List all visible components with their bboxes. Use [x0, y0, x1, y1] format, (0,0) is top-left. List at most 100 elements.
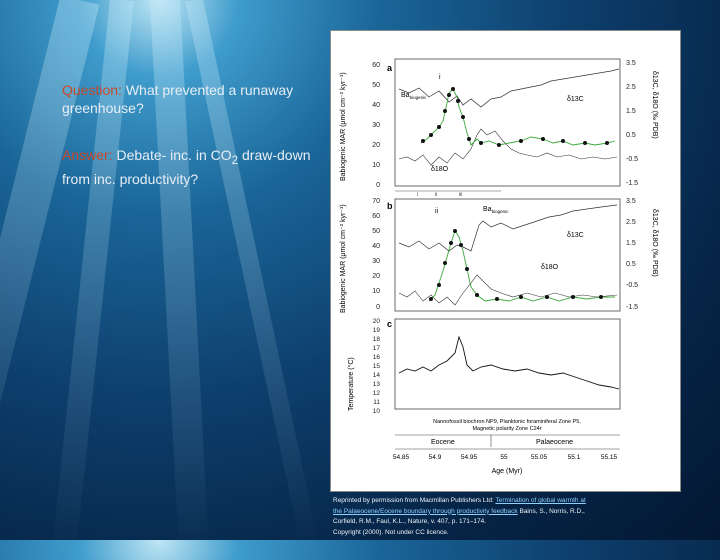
tick: -0.5 [626, 156, 638, 163]
tick: 50 [372, 228, 380, 235]
point [437, 283, 441, 287]
panel-a-label: a [387, 63, 393, 73]
tick: -1.5 [626, 304, 638, 311]
tick: 30 [372, 258, 380, 265]
point [461, 115, 465, 119]
tick: 60 [372, 213, 380, 220]
point [519, 295, 523, 299]
panel-b-label: b [387, 201, 393, 211]
panel-c-left-axis-label: Temperature (°C) [347, 357, 355, 411]
tick: 14 [373, 372, 381, 379]
answer-body: Debate- inc. in CO [116, 147, 232, 163]
tick: 16 [373, 354, 381, 361]
answer-label: Answer: [62, 147, 113, 163]
panel-b-left-axis-label: Babiogenic MAR (μmol cm⁻² kyr⁻¹) [340, 204, 347, 313]
tick: 20 [372, 273, 380, 280]
panel-a-right-ticks: 3.5 2.5 1.5 0.5 -0.5 -1.5 [626, 60, 638, 187]
tick: 30 [372, 122, 380, 129]
tick: 20 [373, 318, 381, 325]
tick: 11 [373, 399, 380, 406]
figure-svg: a b c 60 50 40 30 20 10 0 3.5 2.5 1.5 0.… [340, 58, 658, 475]
point [479, 141, 483, 145]
point [583, 141, 587, 145]
answer-body-end: draw-down from inc. productivity? [62, 147, 311, 187]
panel-b-left-ticks: 70 60 50 40 30 20 10 0 [372, 198, 380, 311]
tick: -1.5 [626, 180, 638, 187]
point [571, 295, 575, 299]
point [443, 261, 447, 265]
point [561, 139, 565, 143]
tick: 10 [372, 162, 380, 169]
credit-copyright: Copyright (2000). Not under CC licence. [333, 528, 449, 536]
point [599, 295, 603, 299]
panel-a-right-axis-label: δ13C, δ18O (‰ PDB) [651, 71, 658, 139]
panel-c-frame [394, 318, 621, 410]
panel-a-ba-line [420, 88, 616, 146]
age-tick: 55.1 [568, 454, 581, 461]
depth-marker: ii [435, 192, 437, 198]
age-tick: 55.05 [531, 454, 548, 461]
tick: 12 [373, 390, 381, 397]
tick: 18 [373, 336, 381, 343]
age-axis-label: Age (Myr) [492, 468, 523, 475]
point [449, 241, 453, 245]
panel-a-d18o-label: δ18O [431, 166, 449, 173]
point [437, 125, 441, 129]
point [451, 87, 455, 91]
point [456, 99, 460, 103]
tick: 1.5 [626, 108, 636, 115]
tick: 1.5 [626, 240, 636, 247]
depth-markers: i ii iii [395, 190, 501, 198]
panel-b-ba-line [428, 229, 615, 302]
panel-c-temperature-line [398, 335, 620, 390]
panel-b-frame [394, 198, 621, 312]
panel-a-d13c-label: δ13C [567, 96, 584, 103]
tick: 0 [376, 182, 380, 189]
panel-b-d13c-label: δ13C [567, 232, 584, 239]
tick: 0 [376, 304, 380, 311]
credit-authors: Bains, S., Norris, R.D., Corfield, R.M.,… [333, 507, 585, 526]
tick: 70 [372, 198, 380, 205]
panel-a-left-ticks: 60 50 40 30 20 10 0 [372, 62, 380, 189]
panel-a-frame [394, 58, 621, 187]
tick: 3.5 [626, 60, 636, 67]
depth-marker: i [417, 192, 418, 198]
panel-b-ba-points [429, 229, 603, 301]
tick: 2.5 [626, 84, 636, 91]
tick: 15 [373, 363, 381, 370]
tick: 0.5 [626, 261, 636, 268]
tick: 60 [372, 62, 380, 69]
point [475, 293, 479, 297]
tick: 10 [372, 288, 380, 295]
panel-a-left-axis-label: Babiogenic MAR (μmol cm⁻² kyr⁻¹) [340, 72, 347, 181]
tick: 20 [372, 142, 380, 149]
age-tick: 55.15 [601, 454, 618, 461]
point [429, 297, 433, 301]
age-tick: 54.85 [393, 454, 410, 461]
panel-a-d13c-line [398, 68, 620, 108]
panel-b-marker: ii [435, 208, 439, 215]
tick: 13 [373, 381, 381, 388]
panel-a-d18o-line [398, 128, 618, 166]
point [545, 295, 549, 299]
tick: 50 [372, 82, 380, 89]
point [459, 243, 463, 247]
age-tick: 54.95 [461, 454, 478, 461]
tick: 3.5 [626, 198, 636, 205]
point [497, 143, 501, 147]
point [467, 137, 471, 141]
credit-prefix: Reprinted by permission from Macmillan P… [333, 497, 496, 504]
epoch-right: Palaeocene [536, 439, 573, 446]
depth-marker: iii [459, 192, 462, 198]
point [465, 267, 469, 271]
zone-line-1: Nannofossil biochron NP9, Planktonic for… [433, 419, 581, 425]
tick: 19 [373, 327, 381, 334]
age-ticks: 54.85 54.9 54.95 55 55.05 55.1 55.15 [393, 454, 618, 461]
tick: 0.5 [626, 132, 636, 139]
credit-link[interactable]: Termination of global warmth at the Pala… [333, 497, 586, 515]
question-label: Question: [62, 82, 122, 98]
panel-a-ba-points [421, 87, 609, 147]
point [447, 93, 451, 97]
point [541, 137, 545, 141]
figure-panel: a b c 60 50 40 30 20 10 0 3.5 2.5 1.5 0.… [330, 30, 681, 492]
